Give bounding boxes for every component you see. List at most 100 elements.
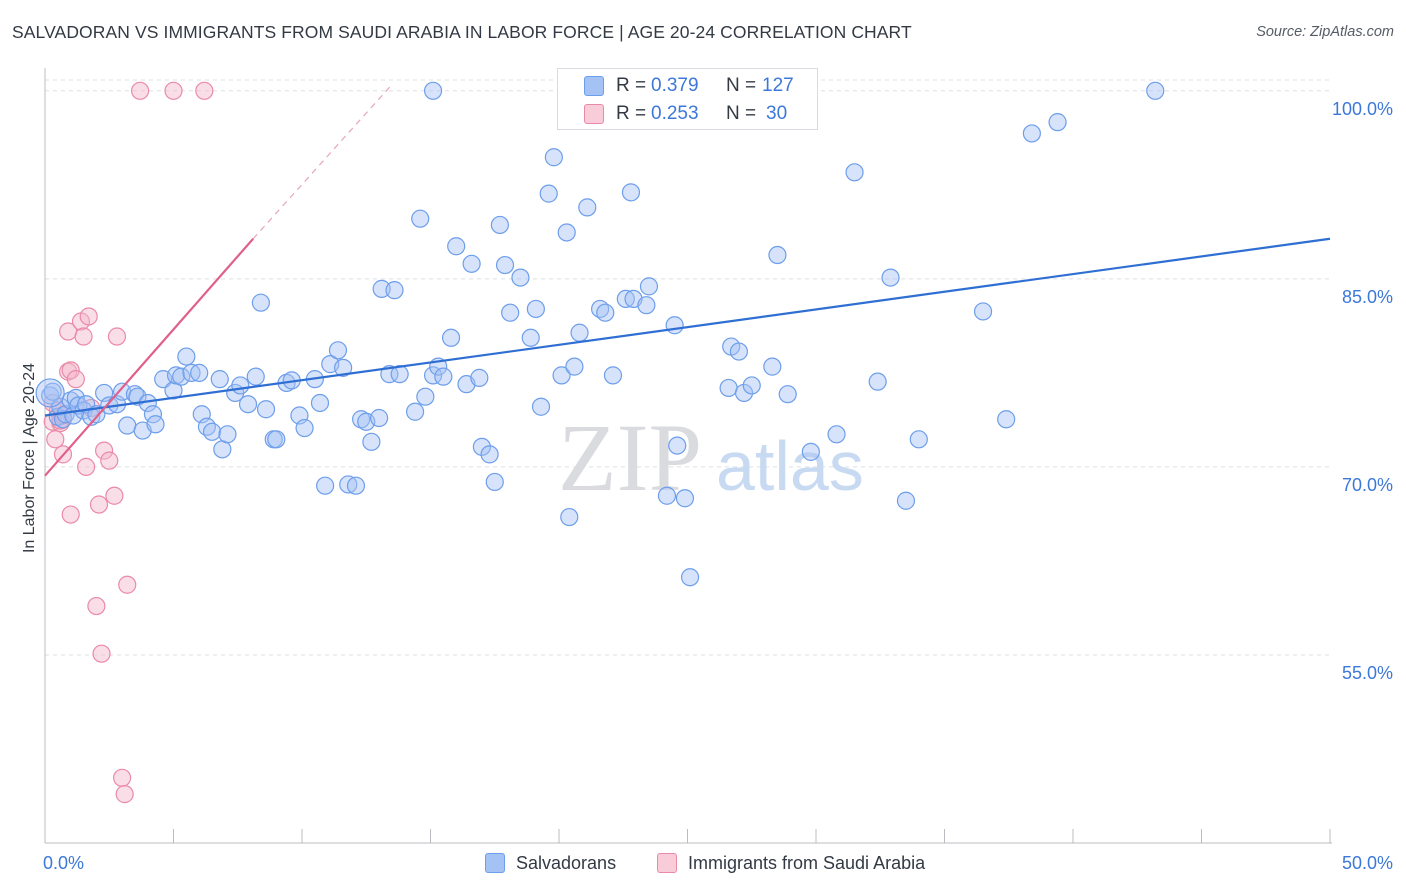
watermark: ZIP atlas <box>558 404 864 511</box>
trend-line-saudi <box>44 238 254 477</box>
data-point <box>146 415 165 434</box>
data-point <box>77 457 96 477</box>
data-point <box>552 366 571 385</box>
data-point <box>177 347 196 366</box>
data-point <box>596 303 615 322</box>
legend-n-value: 30 <box>766 103 788 124</box>
data-point <box>881 268 900 287</box>
data-point <box>405 402 425 421</box>
data-point <box>115 785 134 804</box>
data-point <box>997 410 1016 429</box>
data-point <box>1022 124 1041 143</box>
data-point <box>778 385 797 404</box>
data-point <box>578 198 597 217</box>
data-point <box>89 495 109 514</box>
data-point <box>112 768 132 787</box>
data-point <box>130 81 150 100</box>
data-point <box>501 303 520 322</box>
data-point <box>827 425 846 444</box>
data-point <box>603 366 623 385</box>
data-point <box>195 81 214 100</box>
watermark-atlas: atlas <box>716 427 864 505</box>
data-point <box>310 393 330 413</box>
data-point <box>680 568 700 587</box>
data-point <box>434 367 453 386</box>
data-point <box>164 81 183 100</box>
data-point <box>868 372 887 391</box>
trend-line-salvadorans <box>44 237 1331 417</box>
data-point <box>256 400 276 419</box>
data-point <box>246 367 265 386</box>
x-tick-label: 0.0% <box>43 853 84 873</box>
data-point <box>210 370 229 389</box>
data-point <box>295 418 314 438</box>
data-point <box>511 268 530 287</box>
data-point <box>657 486 677 505</box>
data-point <box>238 395 258 414</box>
data-point <box>621 183 641 202</box>
y-tick-label: 70.0% <box>1342 475 1393 495</box>
data-point <box>328 341 348 360</box>
data-point <box>495 255 515 275</box>
y-tick-label: 100.0% <box>1332 99 1393 119</box>
axes <box>44 68 1332 844</box>
bottom-legend-label: Immigrants from Saudi Arabia <box>688 853 926 873</box>
data-point <box>637 296 656 315</box>
data-point <box>346 476 366 495</box>
data-point <box>565 357 584 376</box>
data-point <box>462 254 481 273</box>
legend-swatch-blue <box>584 76 604 96</box>
bottom-legend-swatch-blue <box>485 853 505 873</box>
data-point <box>639 277 659 296</box>
data-point <box>92 644 111 663</box>
data-point <box>472 437 491 456</box>
chart-source: Source: ZipAtlas.com <box>1256 24 1394 40</box>
legend-row-saudi: R = 0.253 N = 30 <box>558 101 818 129</box>
chart-title: SALVADORAN VS IMMIGRANTS FROM SAUDI ARAB… <box>12 22 912 42</box>
legend-r-value: 0.253 <box>651 103 699 124</box>
bottom-legend-label: Salvadorans <box>516 853 617 873</box>
data-point <box>845 163 864 182</box>
data-point <box>665 316 684 335</box>
data-point <box>352 410 371 429</box>
legend-row-salvadorans: R = 0.379 N = 127 <box>558 73 818 101</box>
data-point <box>416 387 435 406</box>
data-point <box>339 475 358 494</box>
data-point <box>372 279 391 298</box>
legend-r-label: R = <box>616 103 647 124</box>
data-point <box>729 342 749 361</box>
data-point <box>557 223 576 242</box>
data-point <box>480 445 499 464</box>
data-point <box>182 363 201 382</box>
data-point <box>801 442 820 461</box>
data-point <box>447 237 466 256</box>
data-point <box>87 596 106 616</box>
data-point <box>973 302 993 321</box>
data-point <box>197 417 217 436</box>
data-point <box>485 472 504 492</box>
data-point <box>380 365 399 384</box>
data-point <box>53 410 73 429</box>
data-point <box>742 376 761 395</box>
data-point <box>251 293 270 312</box>
data-point <box>385 281 404 300</box>
data-point <box>370 408 389 428</box>
data-point <box>896 491 916 510</box>
data-point <box>107 327 127 346</box>
trend-line-saudi-extension <box>252 84 393 240</box>
data-point <box>66 370 85 389</box>
data-point <box>531 397 551 416</box>
data-point <box>46 430 65 449</box>
data-point <box>118 575 137 594</box>
data-point <box>719 378 738 398</box>
data-point <box>74 327 93 346</box>
data-point <box>909 430 928 449</box>
y-tick-label: 55.0% <box>1342 663 1393 683</box>
data-point <box>362 432 381 451</box>
data-point <box>172 367 191 386</box>
data-point <box>100 451 119 470</box>
data-point <box>668 436 687 455</box>
y-axis-label: In Labor Force | Age 20-24 <box>21 362 38 554</box>
y-tick-label: 85.0% <box>1342 287 1393 307</box>
